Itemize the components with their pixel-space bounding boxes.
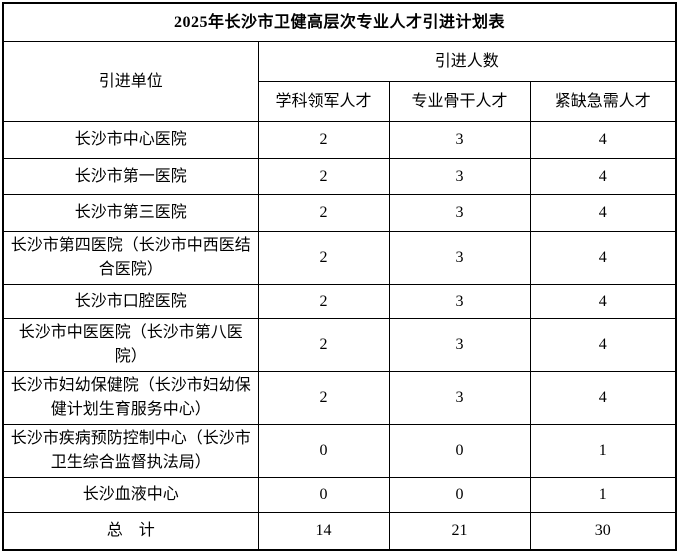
value-cell: 4: [529, 371, 677, 425]
value-cell: 3: [388, 121, 531, 159]
value-cell: 3: [388, 371, 531, 425]
total-value-cell: 21: [388, 512, 531, 550]
header-unit: 引进单位: [2, 41, 259, 122]
value-cell: 3: [388, 158, 531, 195]
header-urgent-talent: 紧缺急需人才: [529, 81, 677, 122]
value-cell: 4: [529, 158, 677, 195]
title-row: 2025年长沙市卫健高层次专业人才引进计划表: [2, 2, 677, 42]
value-cell: 4: [529, 284, 677, 319]
table-row: 长沙市第四医院（长沙市中西医结合医院） 2 3 4: [2, 231, 677, 285]
value-cell: 4: [529, 121, 677, 159]
value-cell: 2: [257, 318, 390, 372]
total-value-cell: 30: [529, 512, 677, 550]
value-cell: 2: [257, 121, 390, 159]
table-title: 2025年长沙市卫健高层次专业人才引进计划表: [2, 2, 677, 42]
header-leading-talent: 学科领军人才: [257, 81, 390, 122]
value-cell: 0: [257, 424, 390, 478]
unit-cell: 长沙市疾病预防控制中心（长沙市卫生综合监督执法局）: [2, 424, 259, 478]
value-cell: 2: [257, 284, 390, 319]
value-cell: 4: [529, 318, 677, 372]
table-row: 长沙市中医医院（长沙市第八医院） 2 3 4: [2, 318, 677, 372]
value-cell: 3: [388, 231, 531, 285]
unit-cell: 长沙市第四医院（长沙市中西医结合医院）: [2, 231, 259, 285]
total-row: 总 计 14 21 30: [2, 512, 677, 550]
value-cell: 0: [388, 424, 531, 478]
unit-cell: 长沙市妇幼保健院（长沙市妇幼保健计划生育服务中心）: [2, 371, 259, 425]
value-cell: 2: [257, 231, 390, 285]
value-cell: 3: [388, 194, 531, 232]
unit-cell: 长沙市第三医院: [2, 194, 259, 232]
value-cell: 3: [388, 284, 531, 319]
unit-cell: 长沙市口腔医院: [2, 284, 259, 319]
table-row: 长沙市妇幼保健院（长沙市妇幼保健计划生育服务中心） 2 3 4: [2, 371, 677, 425]
value-cell: 2: [257, 194, 390, 232]
value-cell: 0: [257, 477, 390, 513]
table-row: 长沙血液中心 0 0 1: [2, 477, 677, 513]
value-cell: 1: [529, 424, 677, 478]
unit-cell: 长沙血液中心: [2, 477, 259, 513]
value-cell: 2: [257, 371, 390, 425]
unit-cell: 长沙市第一医院: [2, 158, 259, 195]
table-row: 长沙市中心医院 2 3 4: [2, 121, 677, 159]
header-row-sub: 学科领军人才 专业骨干人才 紧缺急需人才: [3, 81, 677, 122]
value-cell: 1: [529, 477, 677, 513]
header-backbone-talent: 专业骨干人才: [388, 81, 531, 122]
value-cell: 0: [388, 477, 531, 513]
table-row: 长沙市疾病预防控制中心（长沙市卫生综合监督执法局） 0 0 1: [2, 424, 677, 478]
unit-cell: 长沙市中医医院（长沙市第八医院）: [2, 318, 259, 372]
unit-cell: 长沙市中心医院: [2, 121, 259, 159]
table-row: 长沙市第一医院 2 3 4: [2, 158, 677, 195]
header-count-group: 引进人数: [257, 41, 677, 82]
value-cell: 4: [529, 194, 677, 232]
value-cell: 3: [388, 318, 531, 372]
table-row: 长沙市第三医院 2 3 4: [2, 194, 677, 232]
total-label: 总 计: [2, 512, 259, 550]
total-value-cell: 14: [257, 512, 390, 550]
header-row-group: 引进单位 引进人数: [2, 41, 677, 122]
value-cell: 2: [257, 158, 390, 195]
table-row: 长沙市口腔医院 2 3 4: [2, 284, 677, 319]
value-cell: 4: [529, 231, 677, 285]
